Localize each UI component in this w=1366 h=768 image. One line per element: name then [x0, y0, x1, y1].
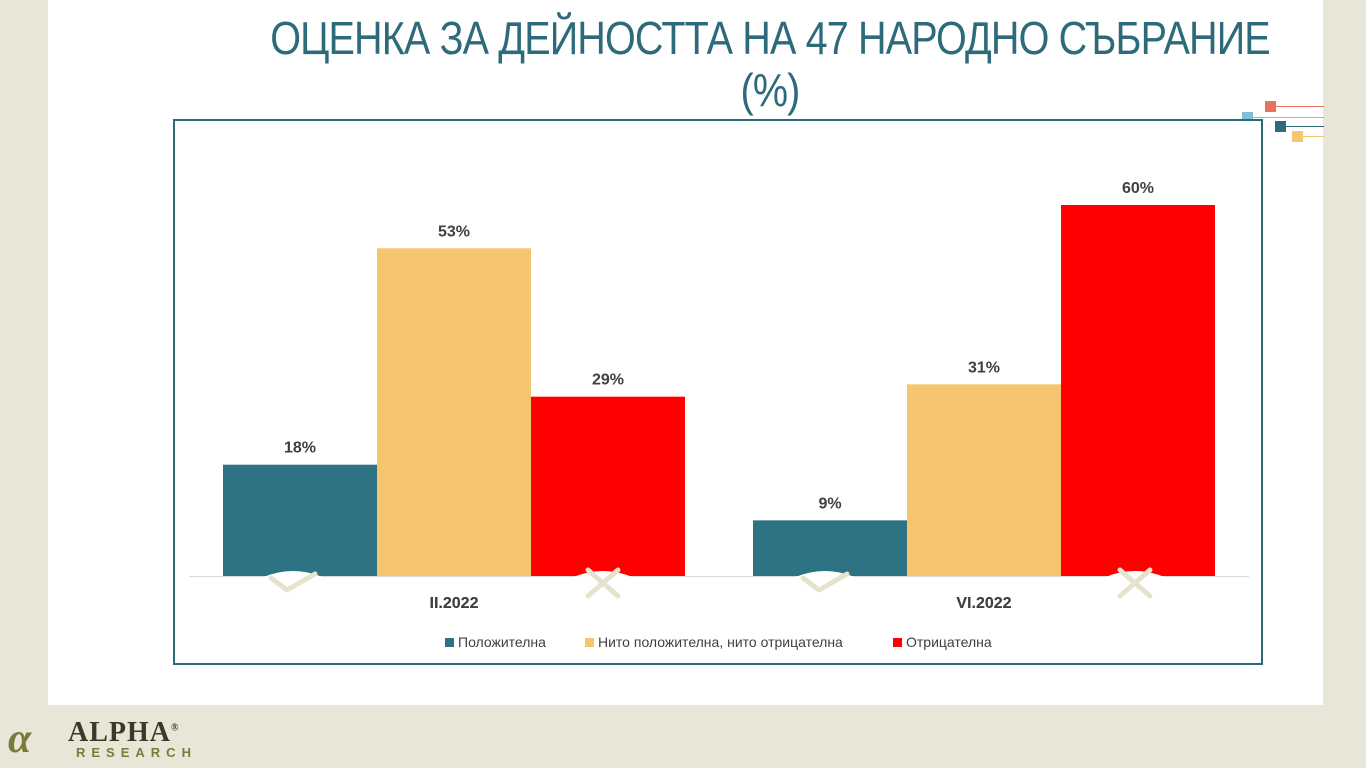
legend-label: Нито положителна, нито отрицателна [598, 634, 843, 650]
deco-square-2 [1242, 112, 1253, 123]
cross-stroke [1117, 567, 1153, 599]
data-label: 9% [818, 495, 841, 512]
category-label: VI.2022 [956, 595, 1011, 612]
data-label: 60% [1122, 180, 1154, 197]
bar [753, 520, 907, 576]
deco-line-2 [1253, 117, 1324, 118]
data-label: 29% [592, 372, 624, 389]
bar [1061, 205, 1215, 576]
deco-square-4 [1292, 131, 1303, 142]
bar [531, 396, 685, 576]
data-label: 18% [284, 440, 316, 457]
legend-swatch [893, 638, 902, 647]
check-mark [268, 571, 318, 593]
chart-frame: 18% 53% 29% II.2022 9% 31% 60% VI.2022 II.2022 VI… [173, 119, 1263, 665]
data-label: 53% [438, 223, 470, 240]
deco-square-1 [1265, 101, 1276, 112]
legend-label: Отрицателна [906, 634, 992, 650]
cross-stroke [585, 567, 621, 599]
marker-circle [218, 571, 368, 663]
check-icon [218, 571, 368, 663]
check-icon [750, 571, 900, 663]
logo-sub: RESEARCH [76, 745, 197, 760]
alpha-research-logo: α ALPHA® RESEARCH [0, 705, 217, 768]
category-label: II.2022 [430, 595, 479, 612]
page-title: ОЦЕНКА ЗА ДЕЙНОСТТА НА 47 НАРОДНО СЪБРАН… [254, 12, 1286, 116]
check-mark [800, 571, 850, 593]
title-line-2: (%) [740, 64, 801, 116]
deco-square-3 [1275, 121, 1286, 132]
marker-circle [528, 571, 678, 663]
logo-word: ALPHA® [68, 717, 180, 748]
cross-icon [528, 567, 678, 663]
marker-circle [750, 571, 900, 663]
bar [223, 464, 377, 576]
data-label: 31% [968, 359, 1000, 376]
legend-label: Положителна [458, 634, 546, 650]
category-label: VI.2022 [956, 595, 1011, 612]
logo-mark: α [8, 716, 32, 762]
deco-line-1 [1276, 106, 1324, 107]
deco-line-4 [1303, 136, 1324, 137]
category-label: II.2022 [430, 595, 479, 612]
marker-circle [1060, 571, 1210, 663]
legend-swatch [585, 638, 594, 647]
deco-line-3 [1286, 126, 1324, 127]
bar [377, 248, 531, 576]
bar [907, 384, 1061, 576]
legend-swatch [445, 638, 454, 647]
title-line-1: ОЦЕНКА ЗА ДЕЙНОСТТА НА 47 НАРОДНО СЪБРАН… [270, 12, 1270, 64]
cross-icon [1060, 567, 1210, 663]
